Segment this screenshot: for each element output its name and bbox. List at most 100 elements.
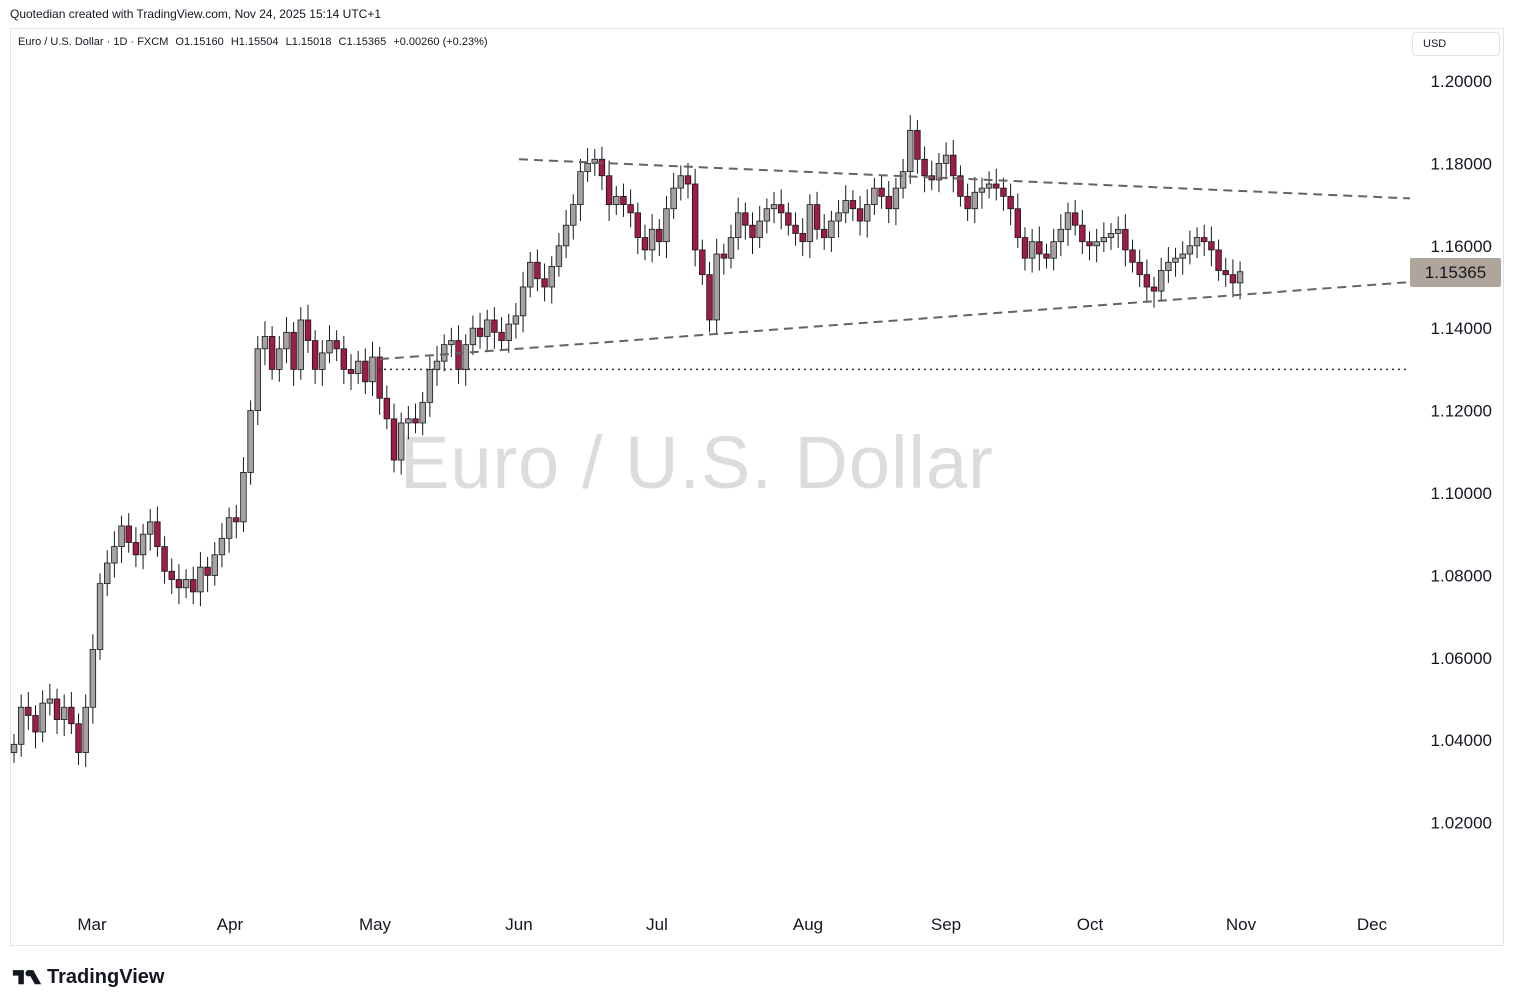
time-tick-label: May: [359, 915, 392, 934]
candle-down: [383, 397, 391, 420]
candle-up: [1107, 233, 1115, 238]
candle-up: [1236, 271, 1244, 284]
time-axis: Mar Apr May Jun Jul Aug Sep Oct Nov Dec: [77, 915, 1387, 934]
candle-up: [17, 706, 25, 745]
candle-up: [505, 323, 512, 341]
candle-down: [268, 336, 276, 370]
candle-up: [326, 340, 333, 354]
candle-down: [792, 224, 799, 234]
candle-up: [756, 220, 763, 238]
candle-up: [935, 162, 943, 181]
candle-down: [813, 204, 821, 230]
candle-down: [161, 546, 168, 572]
candle-up: [1179, 253, 1186, 259]
symbol-legend: Euro / U.S. Dollar · 1D · FXCM O1.15160 …: [18, 36, 492, 48]
candle-down: [53, 698, 61, 721]
candle-down: [1036, 241, 1043, 255]
candle-up: [419, 401, 426, 424]
candle-up: [211, 554, 218, 576]
candle-down: [878, 187, 885, 197]
candle-down: [491, 319, 498, 333]
candle-down: [25, 706, 32, 716]
candle-down: [32, 715, 39, 733]
time-tick-label: Oct: [1077, 915, 1104, 934]
candle-up: [218, 537, 226, 556]
candle-down: [290, 331, 297, 370]
price-tick-label: 1.04000: [1431, 731, 1492, 750]
candle-up: [225, 517, 233, 539]
candle-down: [1000, 187, 1007, 197]
candle-up: [1114, 228, 1122, 234]
candle-down: [455, 340, 462, 370]
price-tick-label: 1.14000: [1431, 319, 1492, 338]
candle-down: [799, 233, 806, 243]
candle-up: [971, 191, 978, 210]
candle-down: [964, 195, 971, 210]
candle-up: [254, 348, 261, 411]
candle-up: [864, 204, 871, 222]
candle-down: [1007, 195, 1014, 210]
candle-up: [770, 204, 778, 210]
candle-up: [871, 187, 878, 205]
candle-down: [785, 212, 792, 226]
candle-down: [204, 566, 211, 576]
candle-up: [1193, 237, 1201, 247]
candle-up: [469, 327, 477, 346]
price-tick-label: 1.06000: [1431, 649, 1492, 668]
candle-down: [691, 183, 699, 251]
time-tick-label: Nov: [1226, 915, 1257, 934]
time-tick-label: Jun: [505, 915, 532, 934]
candle-up: [584, 162, 591, 173]
candle-down: [1122, 228, 1129, 251]
candle-down: [749, 224, 756, 238]
candle-up: [319, 352, 326, 370]
candle-up: [240, 471, 247, 523]
candle-up: [907, 130, 914, 173]
candle-down: [75, 723, 82, 753]
price-tick-label: 1.12000: [1431, 402, 1492, 421]
candle-up: [147, 521, 154, 535]
candle-up: [734, 212, 742, 238]
candle-up: [1028, 241, 1036, 259]
tradingview-footer[interactable]: TradingView: [11, 966, 164, 989]
symbol-watermark: Euro / U.S. Dollar: [400, 421, 994, 504]
price-tick-label: 1.02000: [1431, 814, 1492, 833]
candle-up: [82, 706, 89, 753]
currency-button[interactable]: USD: [1412, 32, 1500, 56]
trendlines-layer: [378, 158, 1411, 371]
candle-down: [340, 348, 348, 370]
close-value: C1.15365: [338, 36, 387, 48]
candle-down: [1229, 274, 1237, 284]
candle-down: [641, 237, 649, 251]
candle-down: [849, 200, 857, 210]
candle-up: [512, 315, 520, 325]
candle-up: [10, 743, 18, 753]
candle-down: [1136, 261, 1143, 276]
candle-down: [656, 228, 663, 243]
price-axis: 1.20000 1.18000 1.16000 1.14000 1.12000 1.100…: [1431, 72, 1492, 833]
candle-up: [577, 171, 584, 205]
candle-up: [433, 360, 441, 370]
candle-up: [197, 566, 204, 593]
change-value: +0.00260 (+0.23%): [393, 36, 488, 48]
candle-down: [1150, 286, 1158, 292]
candle-up: [440, 344, 448, 362]
candle-up: [1186, 245, 1194, 255]
candle-up: [1172, 257, 1179, 263]
candle-down: [993, 183, 1000, 189]
candle-down: [921, 158, 928, 177]
candle-down: [190, 579, 197, 593]
symbol-name[interactable]: Euro / U.S. Dollar · 1D · FXCM: [18, 36, 169, 48]
candle-up: [89, 649, 97, 708]
candle-down: [1215, 249, 1222, 271]
chart-credit: Quotedian created with TradingView.com, …: [10, 7, 381, 21]
candle-down: [821, 228, 828, 238]
candle-up: [405, 418, 412, 424]
price-tick-label: 1.08000: [1431, 566, 1492, 585]
candle-down: [168, 570, 175, 580]
candle-down: [311, 340, 319, 370]
candle-down: [720, 253, 728, 259]
candle-down: [856, 208, 864, 222]
candle-up: [1100, 237, 1108, 243]
